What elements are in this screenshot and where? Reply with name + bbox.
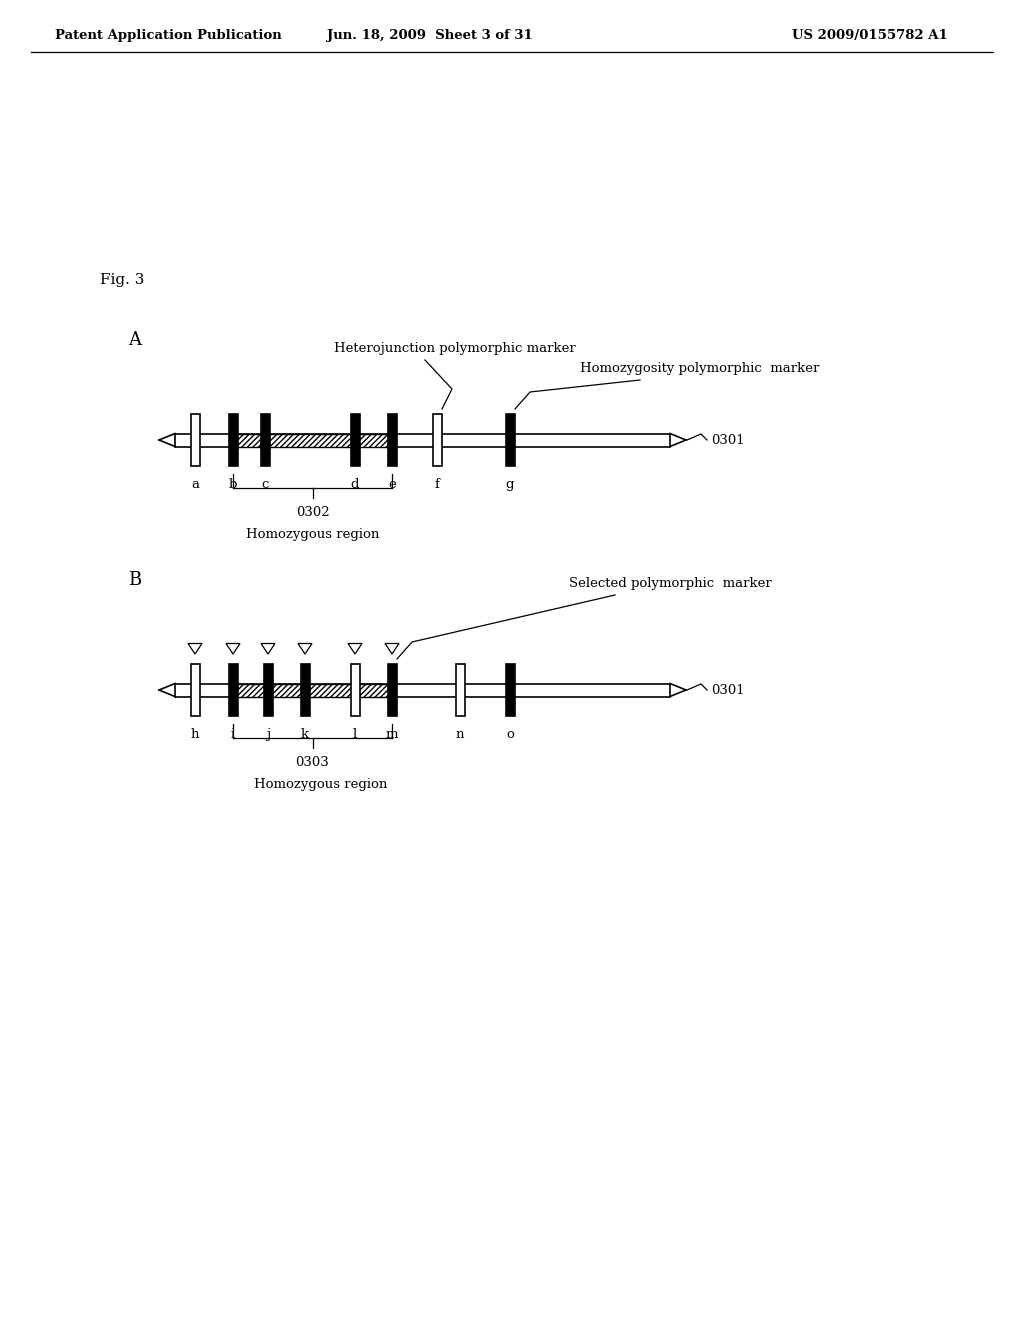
- Bar: [175, 684, 670, 697]
- Bar: [190, 664, 200, 715]
- Text: Homozygous region: Homozygous region: [254, 777, 387, 791]
- Text: B: B: [128, 572, 141, 589]
- Text: h: h: [190, 729, 200, 741]
- Text: b: b: [228, 478, 238, 491]
- Text: g: g: [506, 478, 514, 491]
- Text: 0302: 0302: [296, 506, 330, 519]
- Polygon shape: [670, 684, 686, 697]
- Text: US 2009/0155782 A1: US 2009/0155782 A1: [793, 29, 948, 41]
- Text: Patent Application Publication: Patent Application Publication: [55, 29, 282, 41]
- Bar: [456, 664, 465, 715]
- Bar: [233, 684, 392, 697]
- Bar: [175, 433, 670, 446]
- Text: Heterojunction polymorphic marker: Heterojunction polymorphic marker: [334, 342, 575, 355]
- Polygon shape: [159, 433, 175, 446]
- Text: 0301: 0301: [711, 684, 744, 697]
- Text: d: d: [351, 478, 359, 491]
- Bar: [350, 414, 359, 466]
- Text: f: f: [434, 478, 439, 491]
- Text: a: a: [191, 478, 199, 491]
- Text: k: k: [301, 729, 309, 741]
- Text: j: j: [266, 729, 270, 741]
- Bar: [387, 414, 396, 466]
- Polygon shape: [159, 684, 175, 697]
- Text: Homozygosity polymorphic  marker: Homozygosity polymorphic marker: [581, 362, 819, 375]
- Bar: [506, 664, 514, 715]
- Text: 0303: 0303: [296, 756, 330, 770]
- Polygon shape: [670, 433, 686, 446]
- Text: Selected polymorphic  marker: Selected polymorphic marker: [568, 577, 771, 590]
- Text: o: o: [506, 729, 514, 741]
- Text: e: e: [388, 478, 396, 491]
- Bar: [228, 664, 238, 715]
- Bar: [260, 414, 269, 466]
- Bar: [432, 414, 441, 466]
- Text: n: n: [456, 729, 464, 741]
- Bar: [350, 664, 359, 715]
- Text: A: A: [128, 331, 141, 348]
- Bar: [190, 414, 200, 466]
- Text: Fig. 3: Fig. 3: [100, 273, 144, 286]
- Bar: [300, 664, 309, 715]
- Bar: [228, 414, 238, 466]
- Text: Homozygous region: Homozygous region: [246, 528, 379, 541]
- Text: c: c: [261, 478, 268, 491]
- Bar: [263, 664, 272, 715]
- Text: l: l: [353, 729, 357, 741]
- Bar: [387, 664, 396, 715]
- Bar: [506, 414, 514, 466]
- Text: i: i: [231, 729, 236, 741]
- Bar: [233, 433, 392, 446]
- Text: m: m: [386, 729, 398, 741]
- Text: 0301: 0301: [711, 433, 744, 446]
- Text: Jun. 18, 2009  Sheet 3 of 31: Jun. 18, 2009 Sheet 3 of 31: [327, 29, 532, 41]
